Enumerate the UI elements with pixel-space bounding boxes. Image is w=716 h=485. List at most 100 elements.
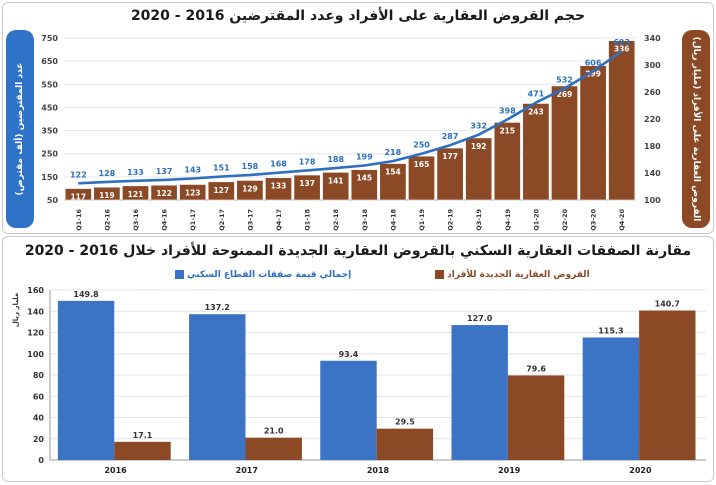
- right-tick-label: 260: [644, 88, 661, 97]
- right-tick-label: 100: [644, 196, 661, 205]
- new-loans-bar-label: 140.7: [655, 300, 680, 309]
- loan-bar: [350, 169, 378, 201]
- sales-value-bar: [582, 337, 640, 460]
- bottom-y-tick-label: 160: [27, 286, 44, 295]
- loan-bar: [608, 40, 636, 201]
- top-chart-title: حجم القروض العقارية على الأفراد وعدد الم…: [130, 8, 586, 24]
- x-tick-label: Q2-17: [218, 209, 226, 231]
- loan-bar: [293, 174, 321, 201]
- borrowers-point-label: 178: [299, 157, 316, 166]
- bottom-y-tick-label: 20: [33, 435, 45, 444]
- left-tick-label: 150: [41, 173, 58, 182]
- borrowers-point-label: 471: [528, 90, 545, 99]
- borrowers-point-label: 606: [585, 58, 602, 67]
- borrowers-point-label: 218: [385, 148, 402, 157]
- sales-value-bar-label: 137.2: [205, 303, 230, 312]
- left-tick-label: 50: [47, 196, 59, 205]
- borrowers-point-label: 188: [327, 155, 344, 164]
- loan-bar-label: 123: [185, 188, 201, 197]
- year-tick-label: 2017: [236, 466, 258, 475]
- sales-value-bar: [320, 360, 377, 460]
- loan-bar: [322, 172, 350, 201]
- x-tick-label: Q4-17: [275, 209, 283, 231]
- borrowers-point-label: 133: [127, 168, 144, 177]
- bottom-y-tick-label: 100: [27, 350, 44, 359]
- loan-bar: [522, 103, 550, 201]
- x-tick-label: Q4-19: [504, 209, 512, 231]
- sales-value-bar-label: 115.3: [598, 326, 623, 335]
- x-tick-label: Q1-19: [418, 209, 426, 231]
- loan-bar: [64, 188, 92, 201]
- left-tick-label: 450: [41, 103, 58, 112]
- loan-bar: [551, 85, 578, 201]
- loan-bar-label: 141: [328, 176, 344, 185]
- sales-value-bar: [451, 325, 508, 460]
- new-loans-bar: [114, 441, 171, 460]
- borrowers-point-label: 250: [413, 141, 430, 150]
- left-tick-label: 550: [41, 80, 58, 89]
- sales-value-bar-label: 127.0: [467, 314, 493, 323]
- year-tick-label: 2018: [367, 466, 390, 475]
- loan-bar-label: 121: [128, 190, 144, 199]
- x-tick-label: Q1-18: [304, 209, 312, 231]
- loan-bar: [122, 185, 149, 201]
- borrowers-point-label: 158: [242, 162, 259, 171]
- left-tick-label: 350: [41, 127, 58, 136]
- loan-bar: [236, 180, 264, 201]
- x-tick-label: Q2-20: [561, 209, 569, 231]
- x-tick-label: Q1-16: [75, 209, 83, 231]
- loan-bar: [179, 184, 207, 201]
- bottom-y-tick-label: 0: [38, 456, 44, 465]
- borrowers-point-label: 168: [270, 160, 287, 169]
- year-tick-label: 2020: [629, 466, 652, 475]
- bottom-y-tick-label: 80: [33, 371, 45, 380]
- bottom-y-tick-label: 140: [27, 307, 44, 316]
- right-tick-label: 220: [644, 115, 661, 124]
- new-loans-bar-label: 29.5: [395, 418, 415, 427]
- sales-value-bar-label: 93.4: [339, 350, 359, 359]
- loan-bar-label: 127: [213, 186, 229, 195]
- loan-bar: [579, 65, 607, 201]
- loan-bar-label: 165: [414, 160, 430, 169]
- loan-bar-label: 215: [499, 126, 515, 135]
- legend-label-sales: إجمالي قيمة صفقات القطاع السكني: [187, 270, 352, 280]
- loan-bar-label: 119: [99, 191, 115, 200]
- borrowers-point-label: 532: [556, 75, 573, 84]
- loan-bar: [207, 181, 235, 201]
- borrowers-point-label: 143: [184, 165, 201, 174]
- x-tick-label: Q3-20: [590, 209, 598, 231]
- left-tick-label: 750: [41, 34, 58, 43]
- loan-bar-label: 117: [70, 193, 86, 202]
- x-tick-label: Q3-16: [132, 209, 140, 231]
- new-loans-bar-label: 79.6: [526, 364, 546, 373]
- x-tick-label: Q1-20: [532, 209, 540, 231]
- bottom-y-tick-label: 120: [27, 329, 44, 338]
- loan-bar: [465, 137, 493, 201]
- loan-bar: [150, 184, 178, 201]
- legend-swatch-brown: [435, 270, 444, 279]
- legend-label-loans: القروض العقارية الجديدة للأفراد: [447, 270, 590, 280]
- bottom-y-tick-label: 40: [33, 414, 45, 423]
- right-tick-label: 140: [644, 169, 661, 178]
- new-loans-bar-label: 17.1: [133, 431, 153, 440]
- new-loans-bar: [639, 310, 696, 460]
- bottom-y-axis-label: مليار ريال: [12, 293, 20, 328]
- x-tick-label: Q2-19: [447, 209, 455, 231]
- legend-item-loans: القروض العقارية الجديدة للأفراد: [430, 270, 590, 280]
- right-tick-label: 180: [644, 142, 661, 151]
- loan-bar-label: 137: [299, 179, 315, 188]
- loan-bar: [93, 186, 121, 201]
- borrowers-line: [78, 50, 623, 185]
- borrowers-point-label: 332: [470, 122, 487, 131]
- loan-bar-label: 269: [557, 90, 573, 99]
- x-tick-label: Q2-16: [103, 209, 111, 231]
- left-tick-label: 650: [41, 57, 58, 66]
- x-tick-label: Q4-20: [618, 209, 626, 231]
- x-tick-label: Q3-18: [361, 209, 369, 231]
- year-tick-label: 2016: [104, 466, 127, 475]
- right-tick-label: 340: [644, 34, 661, 43]
- loan-bar: [436, 147, 464, 201]
- loan-bar-label: 133: [271, 182, 287, 191]
- borrowers-point-label: 199: [356, 153, 373, 162]
- loan-bar-label: 154: [385, 168, 401, 177]
